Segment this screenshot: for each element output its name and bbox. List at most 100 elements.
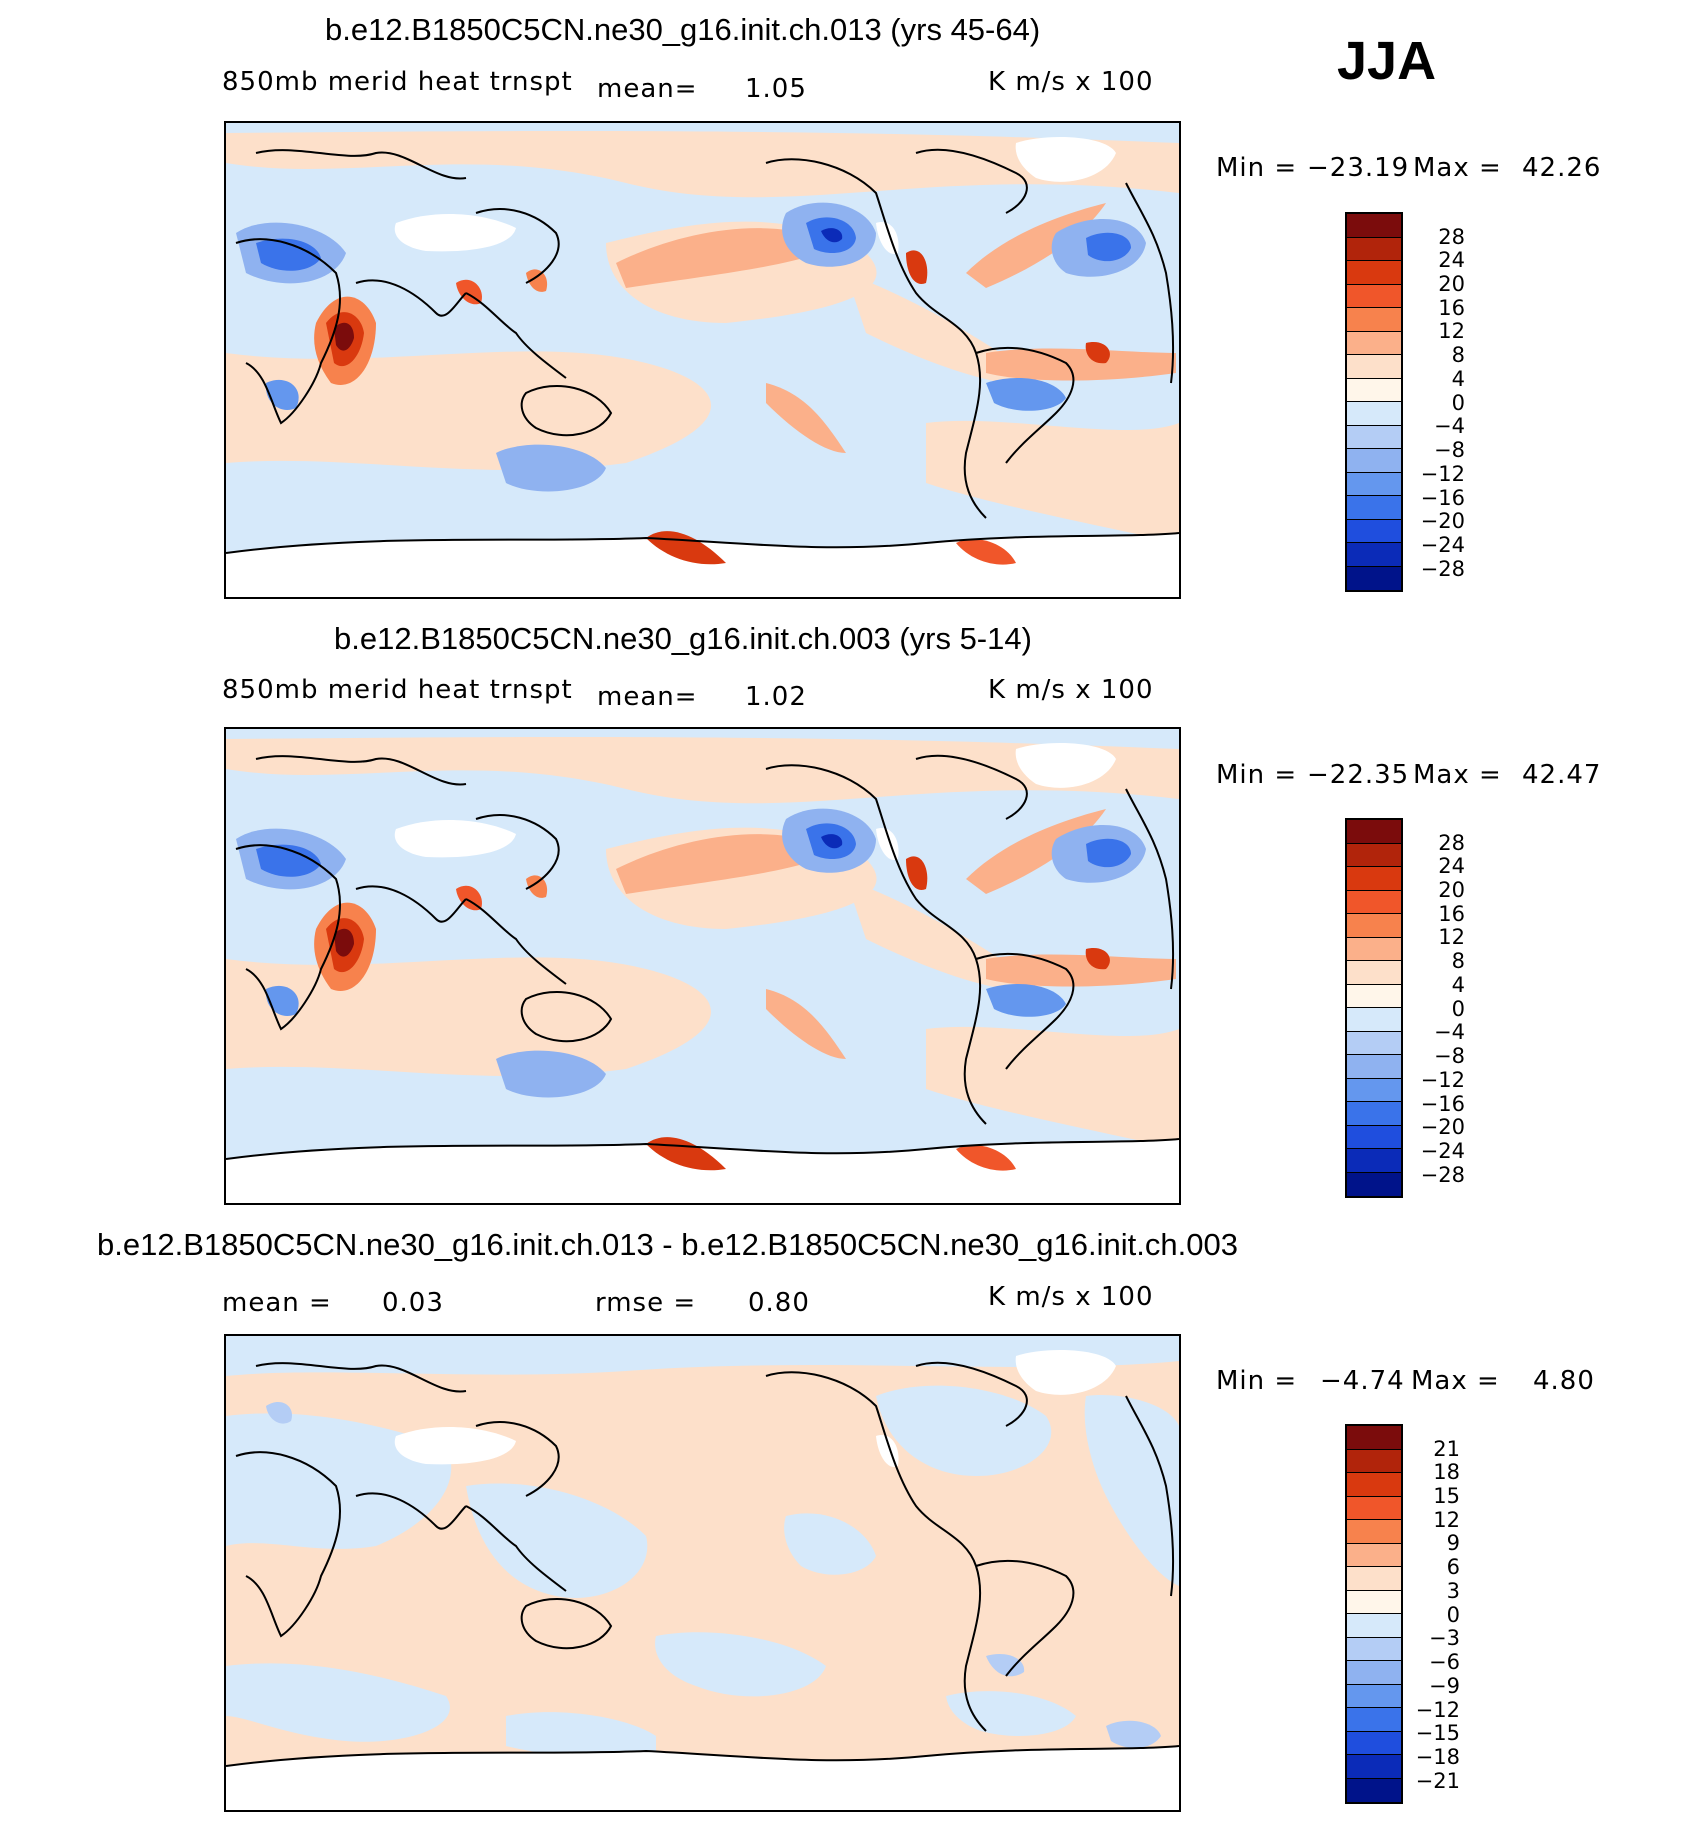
colorbar-2-label: 20 (1438, 878, 1465, 902)
colorbar-swatch (1347, 1778, 1401, 1802)
colorbar-swatch (1347, 1708, 1401, 1732)
colorbar-swatch (1347, 1149, 1401, 1173)
colorbar-2-label: −12 (1420, 1068, 1465, 1092)
colorbar-3-label: 12 (1433, 1508, 1460, 1532)
colorbar-3-label: 18 (1433, 1460, 1460, 1484)
colorbar-3-label: −6 (1429, 1650, 1460, 1674)
colorbar-swatch (1347, 449, 1401, 473)
colorbar-swatch (1347, 1496, 1401, 1520)
panel-3-title: b.e12.B1850C5CN.ne30_g16.init.ch.013 - b… (97, 1227, 1238, 1262)
colorbar-swatch (1347, 1008, 1401, 1032)
panel-2-title: b.e12.B1850C5CN.ne30_g16.init.ch.003 (yr… (334, 621, 1032, 656)
colorbar-3-label: 0 (1446, 1603, 1460, 1627)
colorbar-2-label: −28 (1420, 1163, 1465, 1187)
panel-3-min-label: Min = (1216, 1366, 1298, 1396)
colorbar-swatch (1347, 1661, 1401, 1685)
panel-3-rmse-label: rmse = (595, 1288, 697, 1318)
colorbar-1-label: −16 (1420, 486, 1465, 510)
colorbar-swatch (1347, 1172, 1401, 1196)
colorbar-1-label: 8 (1451, 343, 1465, 367)
colorbar-swatch (1347, 961, 1401, 985)
panel-2-mean-value: 1.02 (745, 682, 807, 712)
panel-1-variable: 850mb merid heat trnspt (222, 67, 573, 97)
panel-1-colorbar (1345, 212, 1403, 592)
colorbar-swatch (1347, 1543, 1401, 1567)
colorbar-swatch (1347, 1520, 1401, 1544)
colorbar-1-label: −20 (1420, 509, 1465, 533)
panel-2-map (224, 727, 1181, 1205)
colorbar-swatch (1347, 843, 1401, 867)
colorbar-2-label: −8 (1434, 1044, 1465, 1068)
colorbar-swatch (1347, 867, 1401, 891)
colorbar-swatch (1347, 1102, 1401, 1126)
colorbar-2-label: 0 (1451, 997, 1465, 1021)
colorbar-1-label: 16 (1438, 296, 1465, 320)
colorbar-swatch (1347, 1125, 1401, 1149)
panel-2-mean-label: mean= (597, 682, 698, 712)
colorbar-3-label: −3 (1429, 1626, 1460, 1650)
colorbar-2-label: 24 (1438, 854, 1465, 878)
colorbar-swatch (1347, 214, 1401, 238)
colorbar-swatch (1347, 1449, 1401, 1473)
colorbar-1-label: 0 (1451, 391, 1465, 415)
colorbar-swatch (1347, 425, 1401, 449)
colorbar-3-label: 15 (1433, 1484, 1460, 1508)
colorbar-2-label: 28 (1438, 831, 1465, 855)
panel-1-max-label: Max = (1413, 153, 1502, 183)
colorbar-1-label: 4 (1451, 367, 1465, 391)
colorbar-3-label: −9 (1429, 1674, 1460, 1698)
colorbar-swatch (1347, 519, 1401, 543)
colorbar-swatch (1347, 402, 1401, 426)
colorbar-2-label: −4 (1434, 1020, 1465, 1044)
season-label: JJA (1337, 31, 1437, 91)
panel-3-mean-value: 0.03 (382, 1288, 444, 1318)
panel-1-mean-label: mean= (597, 74, 698, 104)
colorbar-swatch (1347, 566, 1401, 590)
colorbar-2-label: −24 (1420, 1139, 1465, 1163)
panel-2-max-label: Max = (1413, 760, 1502, 790)
colorbar-3-label: 21 (1433, 1437, 1460, 1461)
colorbar-swatch (1347, 1567, 1401, 1591)
panel-3-max-label: Max = (1411, 1366, 1500, 1396)
colorbar-1-label: 28 (1438, 225, 1465, 249)
panel-3-units: K m/s x 100 (988, 1282, 1154, 1312)
panel-1-mean-value: 1.05 (745, 74, 807, 104)
colorbar-3-label: −21 (1415, 1769, 1460, 1793)
colorbar-swatch (1347, 261, 1401, 285)
panel-2-colorbar (1345, 818, 1403, 1198)
panel-1-units: K m/s x 100 (988, 67, 1154, 97)
colorbar-1-label: 24 (1438, 248, 1465, 272)
panel-1-min-value: −23.19 (1307, 153, 1410, 183)
colorbar-swatch (1347, 1684, 1401, 1708)
panel-3-min-value: −4.74 (1320, 1366, 1405, 1396)
colorbar-2-label: 8 (1451, 949, 1465, 973)
colorbar-1-label: −12 (1420, 462, 1465, 486)
panel-2-max-value: 42.47 (1522, 760, 1602, 790)
colorbar-3-label: −15 (1415, 1721, 1460, 1745)
colorbar-swatch (1347, 1078, 1401, 1102)
colorbar-1-label: −4 (1434, 414, 1465, 438)
colorbar-1-label: −24 (1420, 533, 1465, 557)
colorbar-swatch (1347, 1055, 1401, 1079)
colorbar-swatch (1347, 543, 1401, 567)
colorbar-2-label: 4 (1451, 973, 1465, 997)
colorbar-swatch (1347, 937, 1401, 961)
colorbar-1-label: −8 (1434, 438, 1465, 462)
colorbar-2-label: −20 (1420, 1115, 1465, 1139)
panel-1-map (224, 121, 1181, 599)
colorbar-swatch (1347, 1031, 1401, 1055)
colorbar-swatch (1347, 1731, 1401, 1755)
panel-2-variable: 850mb merid heat trnspt (222, 675, 573, 705)
colorbar-swatch (1347, 890, 1401, 914)
colorbar-3-label: 6 (1446, 1555, 1460, 1579)
colorbar-2-label: 16 (1438, 902, 1465, 926)
panel-1-title: b.e12.B1850C5CN.ne30_g16.init.ch.013 (yr… (325, 12, 1041, 47)
panel-2-units: K m/s x 100 (988, 675, 1154, 705)
colorbar-swatch (1347, 378, 1401, 402)
panel-3-map (224, 1334, 1181, 1812)
colorbar-2-label: −16 (1420, 1092, 1465, 1116)
colorbar-3-label: −12 (1415, 1698, 1460, 1722)
colorbar-swatch (1347, 984, 1401, 1008)
colorbar-3-label: 3 (1446, 1579, 1460, 1603)
colorbar-swatch (1347, 1614, 1401, 1638)
